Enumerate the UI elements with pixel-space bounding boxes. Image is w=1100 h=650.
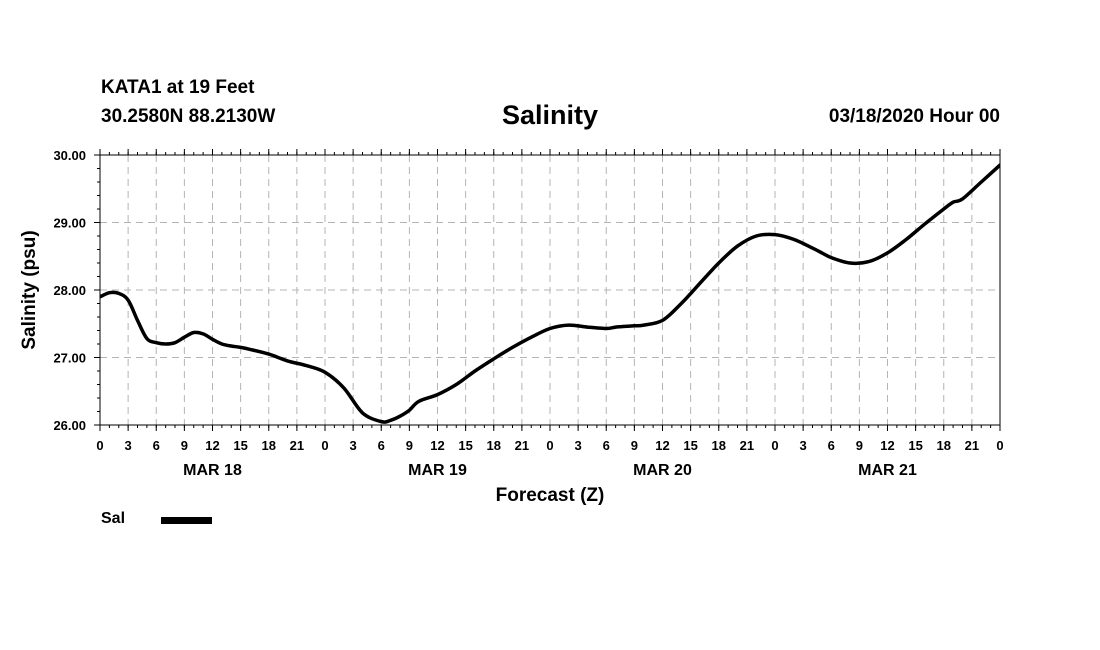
x-tick-label: 6 [153, 438, 160, 453]
station-name: KATA1 at 19 Feet [101, 77, 255, 98]
x-tick-label: 9 [181, 438, 188, 453]
y-tick-label: 26.00 [53, 418, 86, 433]
x-tick-label: 0 [96, 438, 103, 453]
x-tick-label: 3 [350, 438, 357, 453]
x-day-label: MAR 19 [408, 462, 467, 479]
x-tick-label: 3 [575, 438, 582, 453]
x-tick-label: 21 [290, 438, 304, 453]
forecast-run-time: 03/18/2020 Hour 00 [828, 106, 1000, 127]
x-tick-label: 9 [631, 438, 638, 453]
x-day-label: MAR 21 [858, 462, 917, 479]
x-tick-label: 6 [603, 438, 610, 453]
x-tick-label: 12 [205, 438, 219, 453]
x-tick-label: 21 [740, 438, 754, 453]
x-axis-title: Forecast (Z) [496, 485, 605, 506]
x-tick-label: 6 [828, 438, 835, 453]
axis-ticks [94, 149, 1001, 431]
x-tick-label: 3 [125, 438, 132, 453]
x-tick-label: 0 [996, 438, 1003, 453]
salinity-series-line [100, 163, 1000, 424]
x-tick-label: 21 [965, 438, 979, 453]
x-tick-label: 12 [430, 438, 444, 453]
x-day-label: MAR 20 [633, 462, 692, 479]
legend-swatch [161, 517, 212, 524]
x-tick-label: 18 [262, 438, 276, 453]
x-tick-label: 0 [321, 438, 328, 453]
x-tick-label: 3 [800, 438, 807, 453]
chart-grid [100, 155, 1000, 425]
x-tick-label: 21 [515, 438, 529, 453]
y-tick-label: 28.00 [53, 283, 86, 298]
x-tick-label: 6 [378, 438, 385, 453]
y-tick-label: 29.00 [53, 216, 86, 231]
x-tick-label: 18 [712, 438, 726, 453]
x-tick-label: 0 [771, 438, 778, 453]
x-tick-label: 18 [937, 438, 951, 453]
legend-label: Sal [101, 510, 126, 527]
x-tick-label: 12 [880, 438, 894, 453]
y-tick-label: 30.00 [53, 148, 86, 163]
x-tick-label: 15 [458, 438, 472, 453]
x-tick-label: 18 [487, 438, 501, 453]
x-tick-label: 15 [908, 438, 922, 453]
x-tick-label: 15 [683, 438, 697, 453]
x-tick-label: 12 [655, 438, 669, 453]
x-day-label: MAR 18 [183, 462, 242, 479]
x-tick-label: 9 [406, 438, 413, 453]
x-tick-label: 9 [856, 438, 863, 453]
y-tick-label: 27.00 [53, 351, 86, 366]
axis-tick-labels: 26.00 27.00 28.00 29.00 30.00 0 3 6 9 12 15 18 21 0 3 6… [53, 148, 1003, 479]
chart-title: Salinity [501, 100, 599, 130]
station-coordinates: 30.2580N 88.2130W [101, 106, 276, 127]
x-tick-label: 0 [546, 438, 553, 453]
y-axis-title: Salinity (psu) [19, 230, 40, 349]
x-tick-label: 15 [233, 438, 247, 453]
